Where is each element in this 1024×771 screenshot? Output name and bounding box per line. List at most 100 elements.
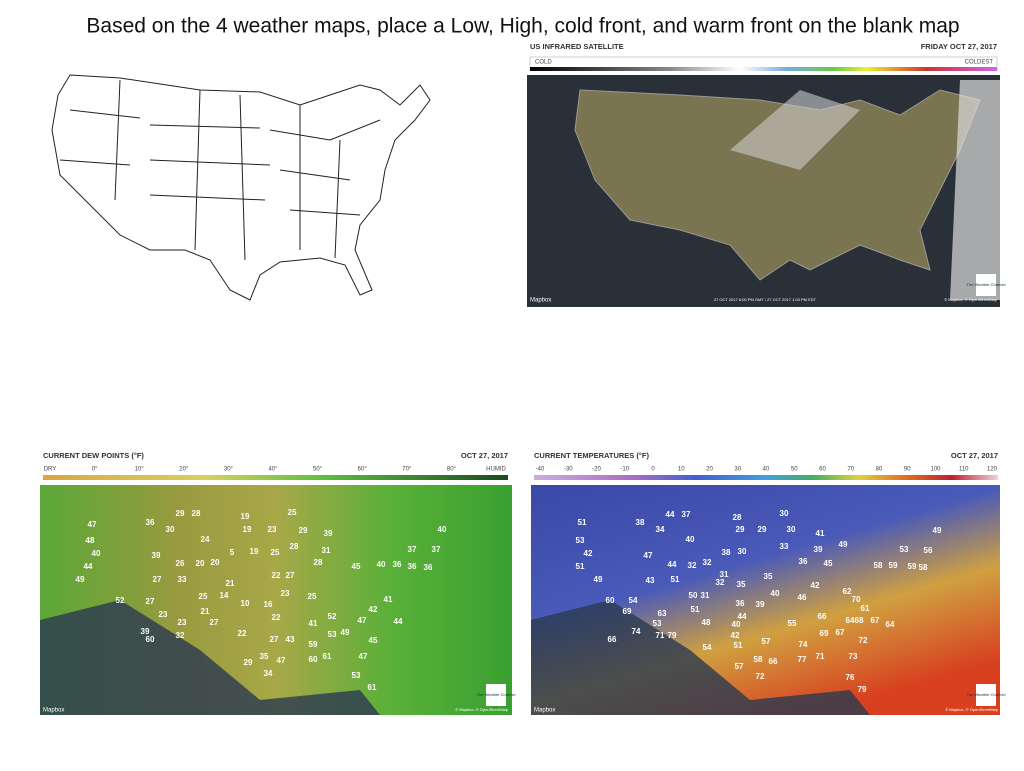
station-reading: 39	[814, 545, 823, 554]
station-reading: 49	[341, 628, 350, 637]
station-reading: 69	[623, 607, 632, 616]
panel-heading: CURRENT DEW POINTS (°F)	[43, 451, 144, 460]
station-reading: 66	[818, 612, 827, 621]
station-reading: 53	[328, 630, 337, 639]
scale-label: 30°	[224, 467, 234, 473]
station-reading: 47	[277, 656, 286, 665]
station-reading: 31	[322, 546, 331, 555]
station-reading: 36	[799, 557, 808, 566]
panel-date: OCT 27, 2017	[951, 451, 998, 460]
color-scale	[530, 67, 997, 71]
station-reading: 54	[703, 643, 712, 652]
station-reading: 37	[682, 510, 691, 519]
station-reading: 61	[861, 604, 870, 613]
station-reading: 44	[738, 612, 747, 621]
station-reading: 34	[656, 525, 665, 534]
logo	[976, 684, 996, 706]
station-reading: 71	[816, 652, 825, 661]
station-reading: 45	[352, 562, 361, 571]
station-reading: 35	[737, 580, 746, 589]
station-reading: 46	[798, 593, 807, 602]
scale-label: 50	[791, 467, 798, 473]
scale-label: 90	[904, 467, 911, 473]
station-reading: 35	[764, 572, 773, 581]
color-scale	[43, 475, 508, 480]
clouds	[730, 90, 860, 170]
scale-label: 70	[847, 467, 854, 473]
station-reading: 53	[352, 671, 361, 680]
station-reading: 41	[309, 619, 318, 628]
station-reading: 40	[732, 620, 741, 629]
station-reading: 29	[299, 526, 308, 535]
station-reading: 27	[270, 635, 279, 644]
station-reading: 40	[92, 549, 101, 558]
station-reading: 10	[241, 599, 250, 608]
brand: The Weather Channel	[476, 692, 515, 697]
station-reading: 69	[820, 629, 829, 638]
station-reading: 32	[703, 558, 712, 567]
station-reading: 58	[754, 655, 763, 664]
station-reading: 20	[196, 559, 205, 568]
scale-label: 20	[706, 467, 713, 473]
station-reading: 41	[816, 529, 825, 538]
scale-label: 80	[876, 467, 883, 473]
station-reading: 77	[798, 655, 807, 664]
color-scale	[534, 475, 998, 480]
station-reading: 25	[288, 508, 297, 517]
station-reading: 49	[933, 526, 942, 535]
station-reading: 38	[636, 518, 645, 527]
station-reading: 25	[199, 592, 208, 601]
logo	[976, 274, 996, 296]
station-reading: 39	[152, 551, 161, 560]
station-reading: 36	[146, 518, 155, 527]
station-reading: 42	[369, 605, 378, 614]
scale-label: 60°	[358, 467, 368, 473]
station-reading: 66	[608, 635, 617, 644]
station-reading: 56	[924, 546, 933, 555]
station-reading: 51	[578, 518, 587, 527]
station-reading: 66	[769, 657, 778, 666]
credit: Mapbox	[534, 708, 555, 714]
station-reading: 58	[874, 561, 883, 570]
station-reading: 59	[889, 561, 898, 570]
station-reading: 52	[328, 612, 337, 621]
ocean	[40, 600, 380, 715]
station-reading: 14	[220, 591, 229, 600]
station-reading: 33	[780, 542, 789, 551]
station-reading: 28	[314, 558, 323, 567]
temperature-panel: CURRENT TEMPERATURES (°F) OCT 27, 2017 M…	[531, 451, 1006, 715]
station-reading: 51	[691, 605, 700, 614]
station-reading: 36	[393, 560, 402, 569]
station-reading: 22	[238, 629, 247, 638]
station-reading: 25	[308, 592, 317, 601]
station-reading: 47	[644, 551, 653, 560]
station-reading: 27	[146, 597, 155, 606]
timestamp: 27 OCT 2017 6:00 PM GMT / 27 OCT 2017 1:…	[714, 297, 817, 302]
station-reading: 34	[264, 669, 273, 678]
station-reading: 59	[908, 562, 917, 571]
station-reading: 23	[159, 610, 168, 619]
station-reading: 49	[839, 540, 848, 549]
station-reading: 19	[243, 525, 252, 534]
station-reading: 28	[192, 509, 201, 518]
brand: The Weather Channel	[966, 282, 1005, 287]
ocean	[531, 600, 870, 715]
brand: The Weather Channel	[966, 692, 1005, 697]
dew-point-panel: CURRENT DEW POINTS (°F) OCT 27, 2017 Map…	[40, 451, 516, 715]
station-reading: 71	[656, 631, 665, 640]
station-reading: 79	[668, 631, 677, 640]
panel-heading: US INFRARED SATELLITE	[530, 42, 624, 51]
station-reading: 30	[166, 525, 175, 534]
station-reading: 25	[271, 548, 280, 557]
station-reading: 55	[788, 619, 797, 628]
station-reading: 68	[855, 616, 864, 625]
station-reading: 47	[359, 652, 368, 661]
station-reading: 48	[702, 618, 711, 627]
station-reading: 72	[756, 672, 765, 681]
scale-label: 30	[734, 467, 741, 473]
station-reading: 26	[176, 559, 185, 568]
station-reading: 42	[811, 581, 820, 590]
station-reading: 49	[594, 575, 603, 584]
attribution: © Mapbox, © OpenStreetMap	[455, 707, 509, 712]
station-reading: 37	[408, 545, 417, 554]
